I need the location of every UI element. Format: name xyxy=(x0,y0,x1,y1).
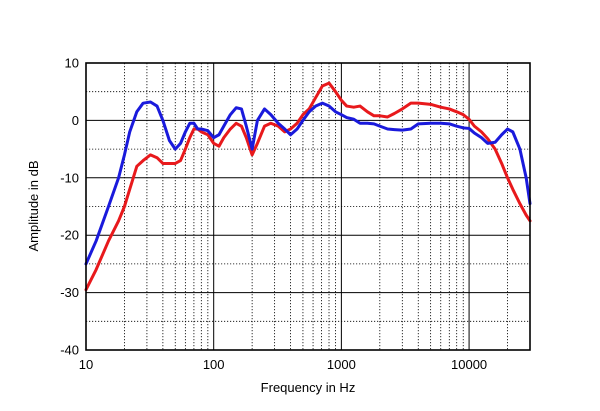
grid xyxy=(86,63,530,350)
series-lines xyxy=(84,81,532,292)
series-line-1 xyxy=(84,81,532,292)
x-tick-label: 10 xyxy=(79,357,93,372)
x-tick-label: 1000 xyxy=(327,357,356,372)
x-tick-label: 10000 xyxy=(451,357,487,372)
y-tick-label: -10 xyxy=(60,170,79,185)
x-tick-labels: 10 100 1000 10000 xyxy=(79,357,487,372)
y-axis-title: Amplitude in dB xyxy=(26,160,41,251)
x-tick-label: 100 xyxy=(203,357,225,372)
y-tick-label: -30 xyxy=(60,285,79,300)
plot-frame xyxy=(85,62,531,351)
y-tick-label: -40 xyxy=(60,343,79,358)
x-axis-title: Frequency in Hz xyxy=(261,380,356,395)
y-tick-label: -20 xyxy=(60,228,79,243)
series-line-2 xyxy=(84,100,532,266)
y-tick-labels: 10 0 -10 -20 -30 -40 xyxy=(60,56,79,358)
y-tick-label: 10 xyxy=(65,56,79,71)
y-tick-label: 0 xyxy=(72,113,79,128)
